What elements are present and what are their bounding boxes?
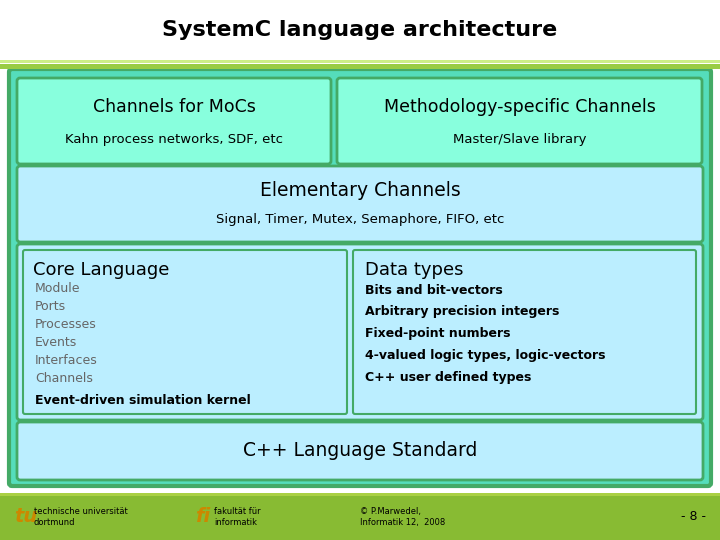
Text: Elementary Channels: Elementary Channels xyxy=(260,181,460,200)
Bar xyxy=(0,493,720,540)
Text: Kahn process networks, SDF, etc: Kahn process networks, SDF, etc xyxy=(65,132,283,145)
Text: Master/Slave library: Master/Slave library xyxy=(453,132,586,145)
Bar xyxy=(0,493,720,496)
FancyBboxPatch shape xyxy=(17,166,703,242)
Text: - 8 -: - 8 - xyxy=(681,510,706,523)
Bar xyxy=(0,64,720,69)
Text: Processes: Processes xyxy=(35,318,96,330)
Text: Event-driven simulation kernel: Event-driven simulation kernel xyxy=(35,394,251,407)
Text: © P.Marwedel,
Informatik 12,  2008: © P.Marwedel, Informatik 12, 2008 xyxy=(360,507,445,528)
FancyBboxPatch shape xyxy=(17,422,703,480)
FancyBboxPatch shape xyxy=(9,69,711,486)
Text: Bits and bit-vectors: Bits and bit-vectors xyxy=(365,284,503,296)
FancyBboxPatch shape xyxy=(23,250,347,414)
Text: Fixed-point numbers: Fixed-point numbers xyxy=(365,327,510,341)
Text: fi: fi xyxy=(195,508,210,526)
FancyBboxPatch shape xyxy=(17,244,703,420)
Text: Module: Module xyxy=(35,281,81,294)
Text: Channels for MoCs: Channels for MoCs xyxy=(93,98,256,116)
Text: Methodology-specific Channels: Methodology-specific Channels xyxy=(384,98,655,116)
Text: Ports: Ports xyxy=(35,300,66,313)
Text: Interfaces: Interfaces xyxy=(35,354,98,367)
Text: Data types: Data types xyxy=(365,261,464,279)
Text: technische universität
dortmund: technische universität dortmund xyxy=(34,507,127,528)
Text: tu: tu xyxy=(14,508,37,526)
Text: C++ user defined types: C++ user defined types xyxy=(365,372,531,384)
Text: Arbitrary precision integers: Arbitrary precision integers xyxy=(365,306,559,319)
FancyBboxPatch shape xyxy=(353,250,696,414)
Text: Signal, Timer, Mutex, Semaphore, FIFO, etc: Signal, Timer, Mutex, Semaphore, FIFO, e… xyxy=(216,213,504,226)
Text: fakultät für
informatik: fakultät für informatik xyxy=(214,507,261,528)
FancyBboxPatch shape xyxy=(17,78,331,164)
Text: Core Language: Core Language xyxy=(33,261,169,279)
FancyBboxPatch shape xyxy=(337,78,702,164)
Bar xyxy=(0,491,720,493)
Text: C++ Language Standard: C++ Language Standard xyxy=(243,442,477,461)
Text: 4-valued logic types, logic-vectors: 4-valued logic types, logic-vectors xyxy=(365,349,606,362)
Text: Channels: Channels xyxy=(35,372,93,384)
Text: Events: Events xyxy=(35,335,77,348)
Text: SystemC language architecture: SystemC language architecture xyxy=(163,20,557,40)
Bar xyxy=(0,60,720,63)
